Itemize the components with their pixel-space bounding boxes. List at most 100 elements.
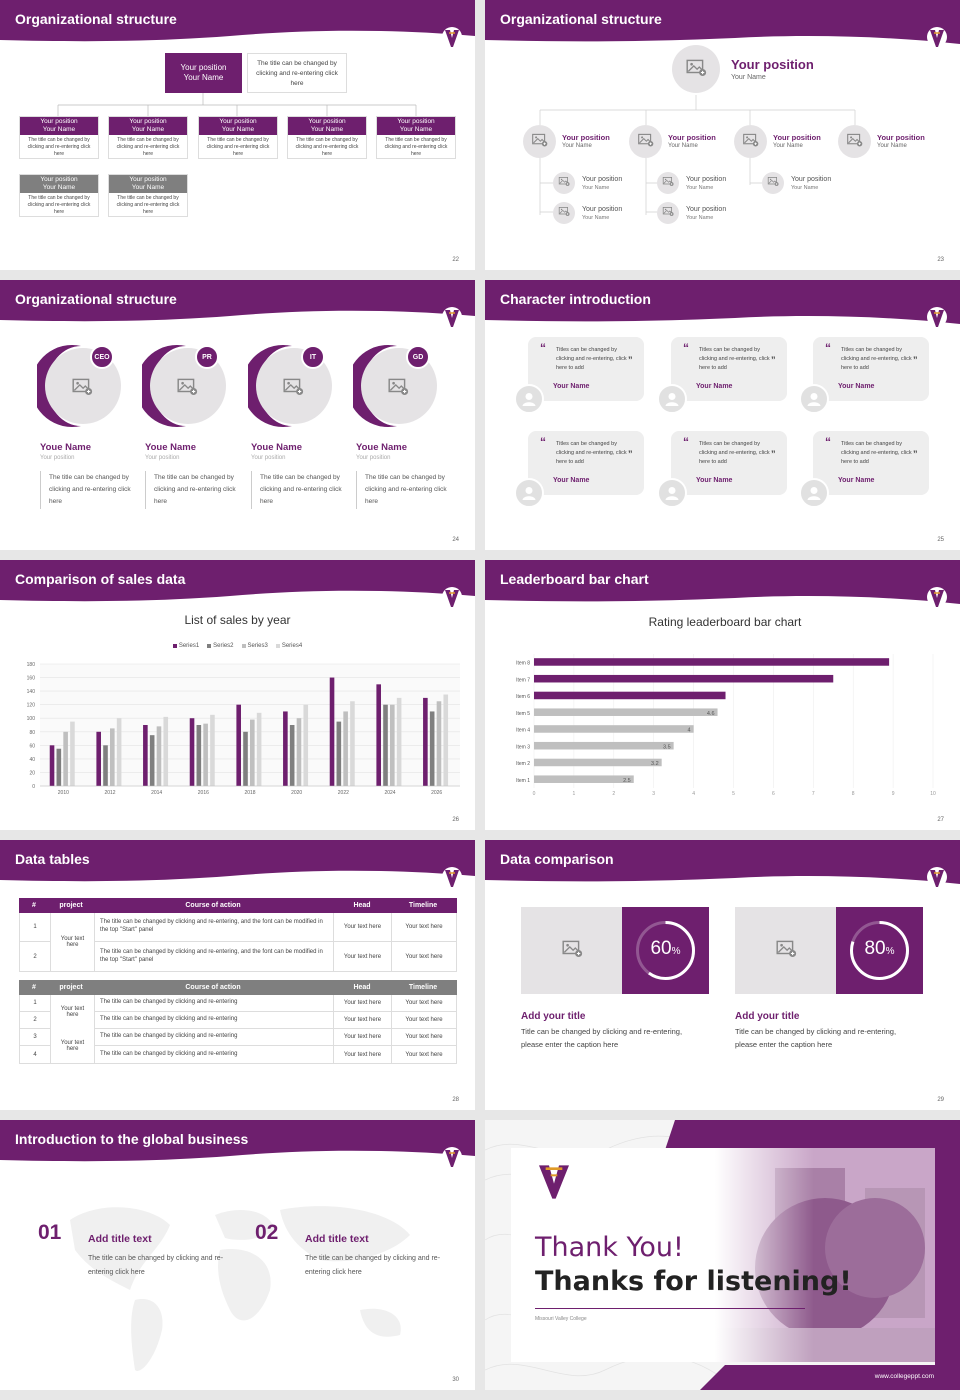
slide-29[interactable]: Data comparison 60% Add your title Title c… (485, 840, 960, 1110)
table-row: 1 The title can be changed by clicking an… (20, 913, 456, 942)
bar (303, 704, 309, 786)
data-table: # project Course of action Head Timeline 1 The… (19, 898, 457, 972)
org-position: Your position (129, 118, 167, 125)
bar (210, 714, 215, 786)
page-number: 28 (452, 1097, 459, 1103)
action-cell: The title can be changed by clicking and… (94, 913, 334, 941)
college-logo-icon (441, 306, 463, 330)
item-number: 01 (38, 1221, 62, 1244)
avatar-placeholder (672, 45, 720, 93)
bar (383, 704, 388, 786)
testimonial-card: “ Titles can be changed by clicking and r… (671, 337, 787, 401)
row-number: 2 (33, 1017, 37, 1023)
x-tick-label: 8 (852, 791, 855, 797)
slide-25[interactable]: Character introduction “ Titles can be ch… (485, 280, 960, 550)
bar (534, 758, 662, 767)
slide-30[interactable]: Introduction to the global business 01 Ad… (0, 1120, 475, 1390)
slide-header (485, 560, 960, 610)
person-position: Your position (251, 455, 286, 461)
bar (534, 691, 726, 700)
head-cell: Your text here (334, 913, 392, 941)
testimonial-card: “ Titles can be changed by clicking and r… (528, 337, 644, 401)
timeline-cell: Your text here (405, 953, 443, 960)
project-merged-cell: Your text here (50, 995, 94, 1029)
slide-header (0, 840, 475, 890)
org-card-gray: Your position Your Name The title can be c… (108, 174, 188, 217)
slide-27[interactable]: Leaderboard bar chart Rating leaderboard… (485, 560, 960, 830)
head-cell: Your text here (334, 1012, 392, 1028)
image-icon (767, 174, 779, 192)
campus-photo (715, 1148, 935, 1362)
bar (96, 731, 101, 786)
college-logo-icon (926, 866, 948, 890)
table-header-row: # project Course of action Head Timeline (19, 898, 457, 913)
item-title: Add your title (735, 1011, 800, 1022)
quote-open-icon: “ (825, 341, 831, 355)
quote-close-icon: ” (771, 355, 776, 365)
college-logo-icon (441, 866, 463, 890)
slide-26[interactable]: Comparison of sales data List of sales b… (0, 560, 475, 830)
org-card: Your position Your Name The title can be c… (376, 116, 456, 159)
bar (534, 708, 718, 716)
org-top-box: Your position Your Name (165, 53, 242, 93)
timeline-cell: Your text here (405, 1000, 443, 1006)
bar (110, 728, 115, 786)
bar (143, 725, 148, 786)
slide-23[interactable]: Organizational structure Your position Yo… (485, 0, 960, 270)
image-icon (531, 131, 548, 153)
image-icon (662, 204, 674, 222)
bar (429, 711, 435, 786)
org-position: Your position (129, 176, 167, 183)
table-row: 3 The title can be changed by clicking an… (20, 1029, 456, 1046)
quote-author: Your Name (553, 383, 590, 390)
x-tick-label: 10 (930, 791, 936, 797)
avatar-placeholder (734, 125, 767, 158)
node-name: Your Name (877, 143, 907, 149)
legend-item: Series4 (275, 643, 302, 649)
head-cell: Your text here (334, 995, 392, 1011)
column-header: Course of action (185, 984, 241, 991)
org-card-header: Your position Your Name (109, 175, 187, 193)
column-header: Course of action (185, 902, 241, 909)
x-tick-label: 9 (892, 791, 895, 797)
x-tick-label: 5 (732, 791, 735, 797)
bar (534, 741, 674, 750)
divider-line (356, 471, 357, 509)
legend-swatch (207, 644, 212, 648)
legend-swatch (172, 644, 177, 648)
person-name: Youe Name (145, 442, 197, 453)
org-top-desc: The title can be changed by clicking and… (247, 53, 347, 93)
bar (163, 716, 169, 786)
image-icon (387, 375, 409, 402)
person-position: Your position (356, 455, 391, 461)
item-desc: The title can be changed by clicking and… (88, 1255, 224, 1276)
percent-number: 80 (864, 938, 886, 959)
slide-31[interactable]: Thank You! Thanks for listening! Missour… (485, 1120, 960, 1390)
slide-header (0, 1120, 475, 1170)
website-url[interactable]: www.collegeppt.com (874, 1373, 934, 1380)
slide-title: Introduction to the global business (15, 1131, 249, 1147)
bar (396, 697, 402, 786)
quote-text: Titles can be changed by clicking and re… (556, 441, 627, 465)
testimonial-card: “ Titles can be changed by clicking and r… (528, 431, 644, 495)
bar (243, 731, 248, 786)
person-position: Your position (40, 455, 75, 461)
slide-24[interactable]: Organizational structure CEO Youe Name You… (0, 280, 475, 550)
image-placeholder (735, 907, 836, 994)
page-number: 27 (937, 817, 944, 823)
x-tick-label: 2024 (384, 790, 395, 796)
slide-28[interactable]: Data tables # project Course of action Head… (0, 840, 475, 1110)
slide-22[interactable]: Organizational structure Your position Y… (0, 0, 475, 270)
user-avatar-icon (514, 478, 544, 508)
item-desc: The title can be changed by clicking and… (305, 1255, 441, 1276)
column-header: Timeline (408, 902, 438, 909)
node-position: Your position (791, 176, 832, 183)
user-avatar-icon (799, 478, 829, 508)
item-title: Add your title (521, 1011, 586, 1022)
x-tick-label: 2010 (58, 790, 69, 796)
avatar-placeholder (657, 202, 679, 224)
x-tick-label: 2026 (431, 790, 442, 796)
org-desc: The title can be changed by clicking and… (384, 137, 448, 157)
user-avatar-icon (657, 384, 687, 414)
x-tick-label: 7 (812, 791, 815, 797)
